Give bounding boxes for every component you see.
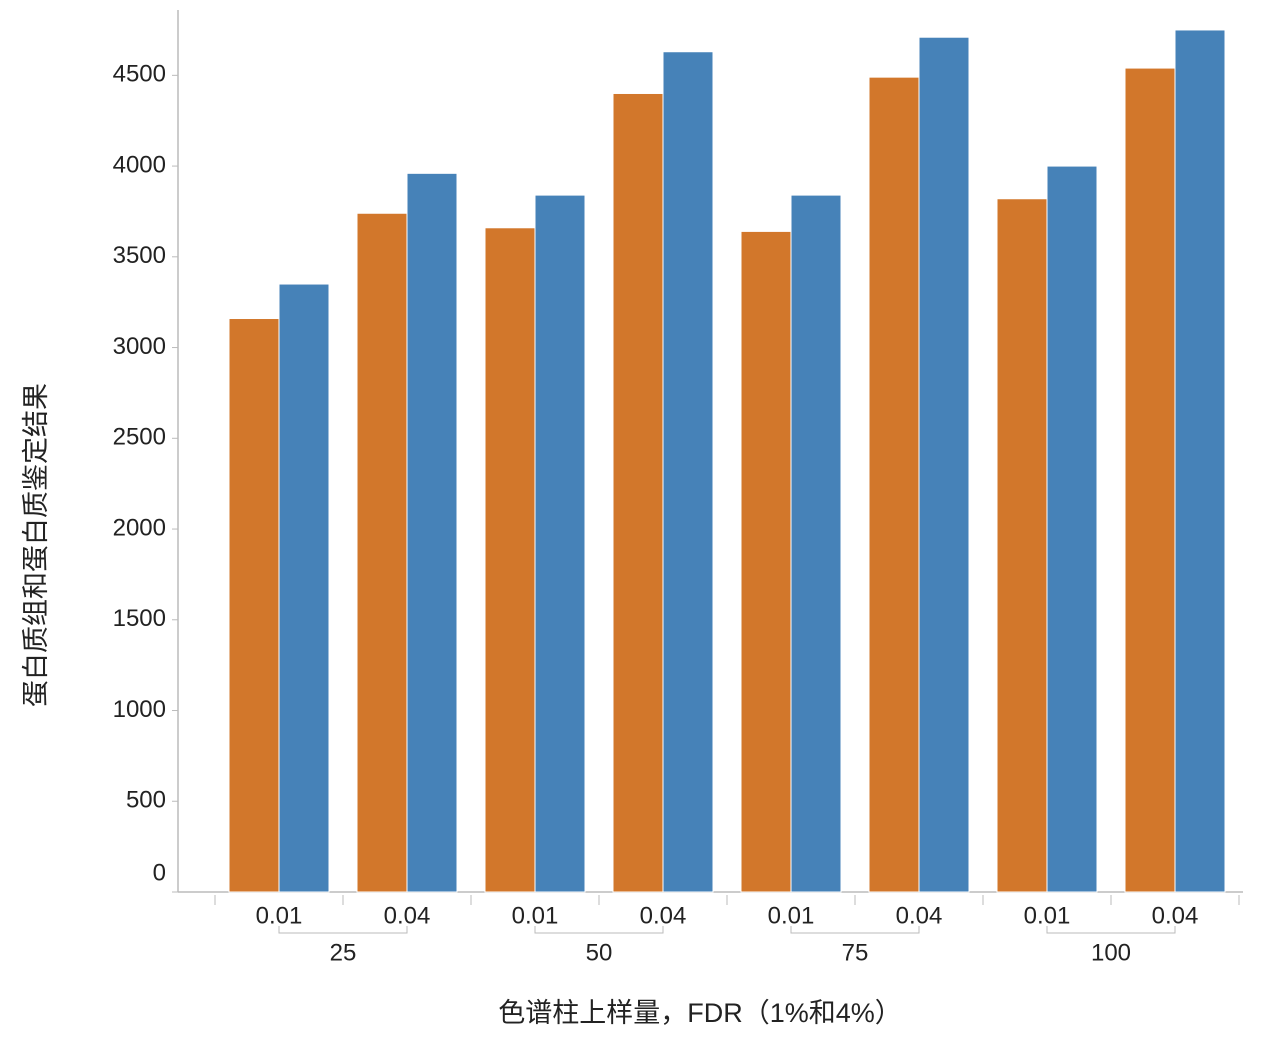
bar [356, 212, 408, 893]
bar [406, 172, 458, 893]
bar [1046, 165, 1098, 893]
bar [740, 230, 792, 893]
y-tick-label: 1500 [113, 605, 166, 632]
x-tick-label: 0.01 [768, 902, 815, 929]
x-tick-label: 0.01 [1024, 902, 1071, 929]
x-tick-label: 0.01 [256, 902, 303, 929]
bar [278, 283, 330, 893]
bar [996, 198, 1048, 893]
x-tick-label: 0.04 [1152, 902, 1199, 929]
bar [228, 318, 280, 893]
bar [484, 227, 536, 893]
y-tick-label: 0 [153, 859, 166, 886]
group-label: 75 [842, 939, 869, 966]
group-bracket [790, 926, 920, 934]
bar [868, 76, 920, 893]
y-tick-label: 4000 [113, 151, 166, 178]
group-label: 50 [586, 939, 613, 966]
bar [534, 194, 586, 893]
group-bracket [1046, 926, 1176, 934]
y-tick-label: 3000 [113, 333, 166, 360]
y-tick-label: 3500 [113, 242, 166, 269]
bar [790, 194, 842, 893]
y-tick-label: 1000 [113, 696, 166, 723]
y-tick-label: 4500 [113, 61, 166, 88]
bar [1124, 67, 1176, 893]
group-bracket [278, 926, 408, 934]
x-tick-label: 0.04 [896, 902, 943, 929]
bar [918, 36, 970, 893]
group-bracket [534, 926, 664, 934]
group-label: 25 [330, 939, 357, 966]
y-tick-label: 2000 [113, 514, 166, 541]
group-label: 100 [1091, 939, 1131, 966]
bar [1174, 29, 1226, 893]
y-tick-label: 500 [126, 787, 166, 814]
x-tick-label: 0.01 [512, 902, 559, 929]
bar [662, 51, 714, 893]
x-tick-label: 0.04 [640, 902, 687, 929]
x-axis-title: 色谱柱上样量，FDR（1%和4%） [498, 998, 902, 1028]
bar [612, 92, 664, 893]
y-tick-label: 2500 [113, 424, 166, 451]
x-tick-label: 0.04 [384, 902, 431, 929]
y-axis-title: 蛋白质组和蛋白质鉴定结果 [21, 383, 51, 707]
